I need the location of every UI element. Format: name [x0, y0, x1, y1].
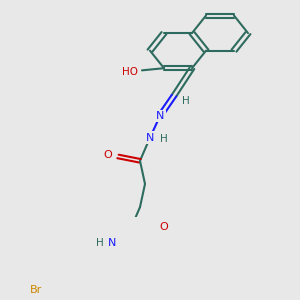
Text: O: O: [160, 222, 168, 232]
Text: N: N: [156, 111, 164, 121]
Text: H: H: [182, 97, 190, 106]
Text: Br: Br: [30, 285, 43, 295]
Text: O: O: [103, 150, 112, 160]
Text: N: N: [146, 133, 154, 142]
Text: N: N: [108, 238, 116, 248]
Text: HO: HO: [122, 67, 138, 77]
Text: H: H: [96, 238, 104, 248]
Text: H: H: [160, 134, 168, 144]
